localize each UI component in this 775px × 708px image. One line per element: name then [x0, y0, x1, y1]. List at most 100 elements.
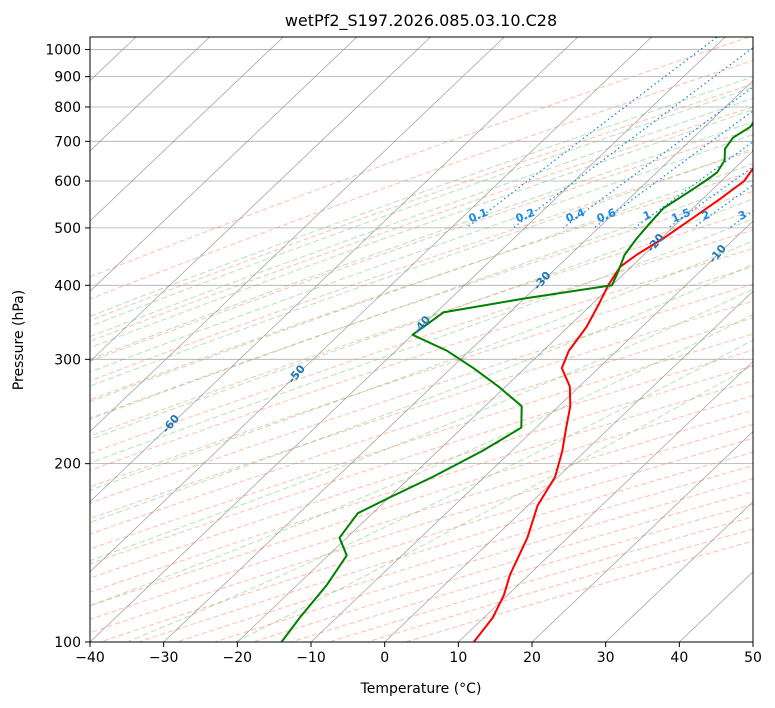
isotherm [384, 290, 753, 642]
dry-adiabat [90, 395, 753, 607]
isotherm [237, 150, 753, 642]
dry-adiabat [90, 333, 753, 550]
x-tick-label: 20 [523, 650, 541, 666]
isotherm [679, 571, 753, 642]
mixing-ratio-line [692, 184, 753, 229]
isotherm [90, 37, 210, 152]
grid-lines [0, 37, 753, 642]
y-tick-label: 400 [54, 278, 81, 294]
isotherm [0, 37, 62, 642]
isotherm [90, 37, 431, 362]
x-tick-label: −30 [149, 650, 179, 666]
moist-adiabat [90, 148, 753, 387]
dry-adiabat [90, 190, 753, 419]
plot-area: 0.10.20.40.611.52346810131620253036-100-… [0, 35, 775, 642]
moist-adiabat [90, 240, 753, 491]
dry-adiabat [90, 380, 753, 593]
dry-adiabat [214, 478, 753, 642]
dry-adiabat [90, 409, 753, 620]
isotherm [90, 37, 652, 573]
dewpoint-profile [280, 121, 753, 642]
x-tick-label: 40 [670, 650, 688, 666]
dry-adiabat [90, 210, 753, 437]
y-tick-label: 900 [54, 70, 81, 86]
dry-adiabats [90, 37, 753, 642]
x-axis-label: Temperature (°C) [360, 681, 482, 697]
dry-adiabat [90, 83, 753, 322]
x-tick-label: 0 [380, 650, 389, 666]
temperature-profile [473, 166, 753, 642]
dry-adiabat [90, 229, 753, 454]
dry-adiabat [90, 365, 753, 579]
axis-ticks: −40 −30 −20 −10 0 10 20 30 40 50 100 200 300 400 500 60… [45, 43, 762, 666]
x-tick-label: 10 [449, 650, 467, 666]
x-tick-label: −20 [223, 650, 253, 666]
moist-adiabat [90, 86, 753, 327]
y-tick-label: 100 [54, 635, 81, 651]
dry-adiabat [90, 170, 753, 401]
dry-adiabat [90, 349, 753, 565]
moist-adiabat [90, 97, 753, 338]
mixing-ratio-label: 0.6 [595, 206, 618, 225]
isotherm [90, 37, 505, 433]
dry-adiabat [90, 149, 753, 382]
mixing-ratio-label: 1.5 [670, 206, 693, 225]
isotherm [90, 37, 579, 503]
dry-adiabat [90, 300, 753, 520]
dry-adiabat [90, 317, 753, 535]
mixing-ratio-line [756, 35, 775, 228]
mixing-ratio-label: 2 [700, 208, 712, 223]
line-labels: 0.10.20.40.611.52346810131620253036-100-… [159, 206, 775, 436]
moist-adiabat [90, 76, 753, 317]
mixing-ratio-line [465, 37, 719, 229]
y-tick-label: 700 [54, 134, 81, 150]
isotherm [310, 220, 753, 642]
moist-adiabat [90, 198, 753, 441]
y-tick-label: 800 [54, 100, 81, 116]
isotherm [752, 641, 753, 642]
sounding-series [280, 121, 753, 642]
moist-adiabat [127, 339, 753, 642]
mixing-ratio-line [593, 110, 753, 229]
mixing-ratio-label: 1 [641, 208, 653, 223]
isotherm [90, 37, 726, 642]
chart-title: wetPf2_S197.2026.085.03.10.C28 [285, 11, 557, 31]
isotherm [458, 360, 753, 642]
dry-adiabat [90, 106, 753, 342]
x-tick-label: −10 [296, 650, 326, 666]
moist-adiabat [90, 134, 753, 373]
isotherm [531, 430, 753, 642]
y-tick-label: 200 [54, 457, 81, 473]
plot-frame [89, 36, 754, 643]
mixing-ratio-line [512, 46, 753, 229]
y-tick-label: 300 [54, 352, 81, 368]
moist-adiabat [90, 121, 753, 360]
dry-adiabat [138, 451, 753, 642]
mixing-ratio-line [728, 210, 753, 229]
mixing-ratio-label: 4 [763, 208, 775, 223]
dry-adiabat [290, 503, 753, 642]
mixing-ratio-line [668, 165, 753, 229]
x-tick-label: −40 [75, 650, 105, 666]
mixing-ratio-lines [465, 35, 775, 229]
y-tick-label: 600 [54, 174, 81, 190]
x-tick-label: 50 [744, 650, 762, 666]
moist-adiabat [235, 364, 753, 642]
mixing-ratio-line [634, 140, 753, 229]
isotherm [90, 37, 358, 292]
moist-adiabat [90, 263, 753, 524]
dry-adiabat [90, 265, 753, 488]
dry-adiabat [90, 248, 753, 471]
isotherm [163, 80, 753, 642]
y-axis-label: Pressure (hPa) [11, 290, 27, 390]
dry-adiabat [90, 283, 753, 504]
y-tick-label: 1000 [45, 43, 81, 59]
isotherm [605, 501, 753, 642]
dry-adiabat [367, 528, 753, 642]
y-tick-label: 500 [54, 221, 81, 237]
isotherm [90, 37, 284, 222]
mixing-ratio-label: 3 [736, 208, 748, 223]
mixing-ratio-label: 0.1 [467, 206, 490, 225]
x-tick-label: 30 [597, 650, 615, 666]
